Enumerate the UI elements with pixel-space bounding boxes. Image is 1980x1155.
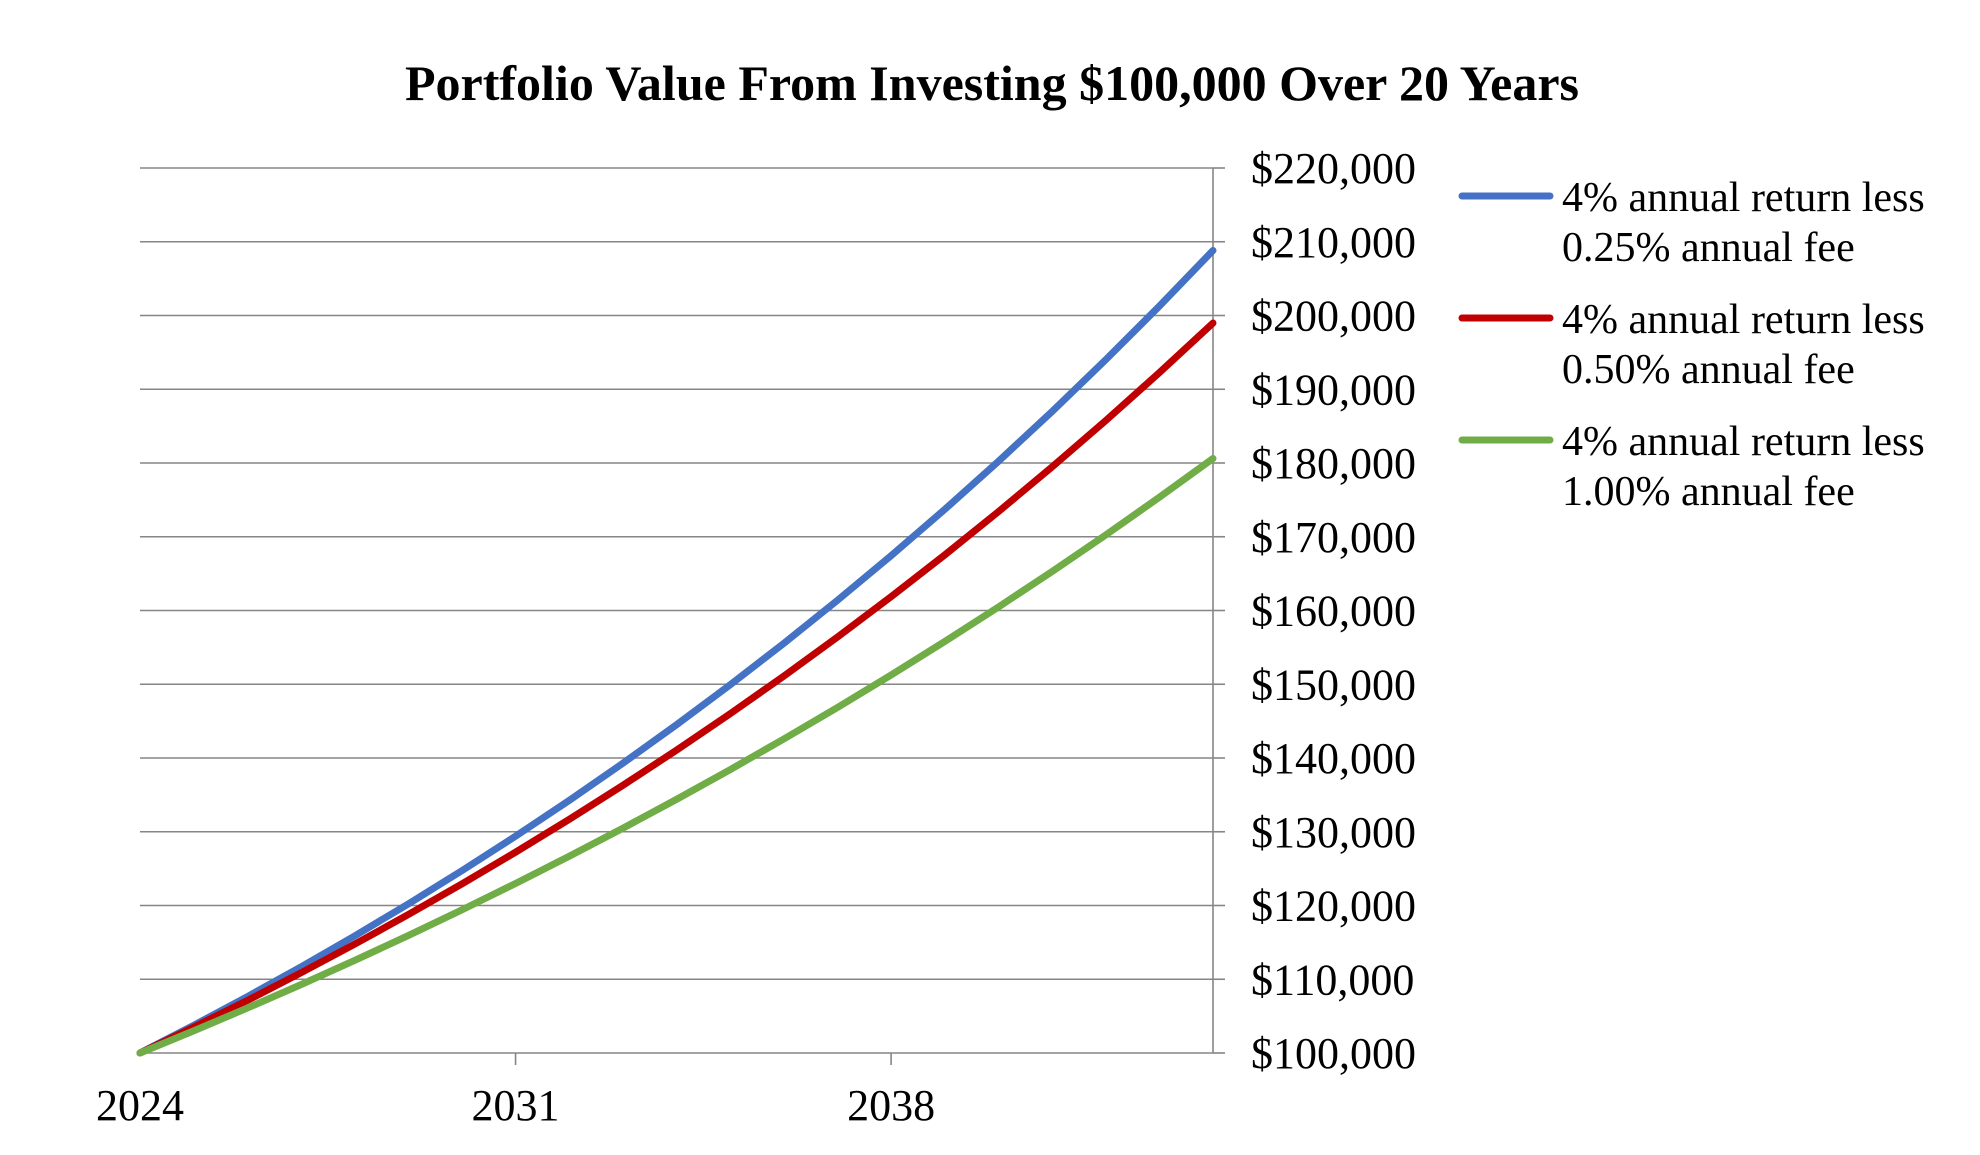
y-tick-label: $130,000 <box>1251 808 1416 857</box>
y-tick-label: $220,000 <box>1251 144 1416 193</box>
y-tick-label: $180,000 <box>1251 439 1416 488</box>
legend-label-2: 4% annual return less <box>1562 297 1925 343</box>
gridlines <box>140 167 1213 981</box>
x-tick-label: 2038 <box>847 1081 935 1130</box>
series-line-2 <box>136 319 1217 1057</box>
x-tick-label: 2024 <box>96 1081 184 1130</box>
y-tick-label: $160,000 <box>1251 587 1416 636</box>
x-tick-labels: 2024 2031 2038 <box>96 1081 935 1130</box>
x-tick-label: 2031 <box>472 1081 560 1130</box>
y-tick-label: $100,000 <box>1251 1029 1416 1078</box>
legend-label-3: 4% annual return less <box>1562 419 1925 465</box>
y-tick-label: $170,000 <box>1251 513 1416 562</box>
y-tick-label: $140,000 <box>1251 734 1416 783</box>
y-tick-labels: $100,000 $110,000 $120,000 $130,000 $140,000… <box>1251 144 1416 1078</box>
y-tick-label: $120,000 <box>1251 882 1416 931</box>
y-tick-label: $110,000 <box>1251 955 1414 1004</box>
legend-label-3: 1.00% annual fee <box>1562 469 1855 515</box>
y-tick-label: $150,000 <box>1251 660 1416 709</box>
y-tick-label: $210,000 <box>1251 218 1416 267</box>
series-line-3 <box>136 454 1217 1057</box>
series-lines <box>136 246 1217 1057</box>
legend-label-2: 0.50% annual fee <box>1562 347 1855 393</box>
chart-title: Portfolio Value From Investing $100,000 … <box>405 55 1579 111</box>
y-tick-label: $190,000 <box>1251 365 1416 414</box>
axes <box>140 167 1225 1065</box>
legend-label-1: 0.25% annual fee <box>1562 225 1855 271</box>
legend-label-1: 4% annual return less <box>1562 175 1925 221</box>
series-line-1 <box>136 246 1217 1057</box>
y-tick-label: $200,000 <box>1251 292 1416 341</box>
